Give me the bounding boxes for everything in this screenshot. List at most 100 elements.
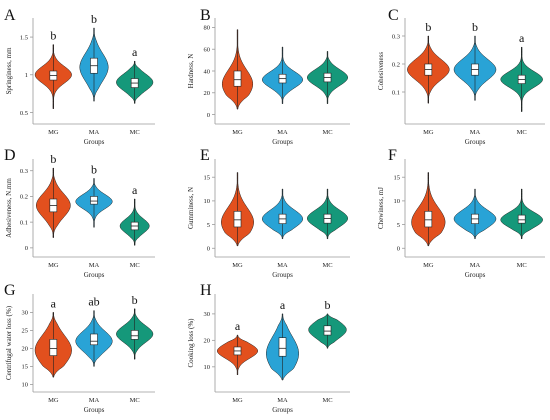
y-axis-label: Adhesiveness, N.mm: [5, 178, 13, 238]
x-tick-label: MA: [277, 262, 288, 269]
significance-letter: b: [50, 152, 56, 166]
y-tick-label: 25: [22, 328, 29, 335]
panel-g: G 10 15 20 25 30 Centrifugal water loss (%) Gro…: [4, 282, 155, 414]
y-tick-label: 0: [25, 245, 28, 252]
y-tick-label: 1: [25, 72, 28, 79]
panel-label: B: [200, 7, 211, 24]
y-tick-label: 20: [204, 90, 211, 97]
y-tick-label: 0: [207, 246, 210, 253]
panel-label: F: [388, 147, 397, 164]
box-iqr: [233, 70, 242, 87]
panel-label: E: [200, 147, 210, 164]
x-tick-label: MC: [517, 262, 527, 269]
panel-e: E 0 5 10 15 Gumminess, N Groups MG MA MC: [187, 147, 350, 279]
y-tick-label: 0.5: [20, 110, 28, 117]
x-tick-label: MG: [48, 129, 59, 136]
significance-letter: a: [235, 319, 241, 333]
y-tick-label: 15: [22, 364, 29, 371]
panel-label: G: [4, 282, 16, 299]
significance-letter: a: [132, 45, 138, 59]
y-tick-label: 5: [207, 222, 210, 229]
y-axis-label: Cohesiveness: [377, 52, 385, 90]
significance-letter: a: [280, 298, 286, 312]
x-axis-label: Groups: [465, 138, 486, 146]
x-tick-label: MG: [423, 262, 434, 269]
x-tick-label: MA: [277, 397, 288, 404]
x-axis-label: Groups: [272, 138, 293, 146]
box-iqr: [424, 211, 433, 228]
y-axis-label: Centrifugal water loss (%): [5, 305, 13, 380]
y-tick-label: 10: [204, 364, 211, 371]
x-tick-label: MA: [277, 129, 288, 136]
x-tick-label: MC: [130, 262, 140, 269]
y-tick-label: 0.1: [20, 219, 28, 226]
y-tick-label: 0.3: [392, 33, 400, 40]
significance-letter: b: [91, 162, 97, 176]
panel-label: C: [388, 7, 399, 24]
panel-a: A 0.5 1 1.5 Springiness, mm Groups MG b MA b MC a: [4, 7, 155, 146]
box-iqr: [90, 196, 98, 205]
significance-letter: a: [51, 296, 57, 310]
x-axis-label: Groups: [272, 271, 293, 279]
x-tick-label: MG: [232, 397, 243, 404]
y-axis-label: Springiness, mm: [5, 47, 13, 95]
x-tick-label: MA: [470, 129, 481, 136]
panel-f: F 0 5 10 15 Chewiness, mJ Groups MG MA MC: [377, 147, 545, 279]
y-tick-label: 0.3: [20, 168, 28, 175]
x-axis-label: Groups: [84, 406, 105, 414]
y-tick-label: 10: [394, 198, 401, 205]
x-tick-label: MA: [89, 129, 100, 136]
y-tick-label: 0.2: [20, 194, 28, 201]
y-axis-label: Chewiness, mJ: [377, 187, 385, 229]
y-tick-label: 15: [394, 175, 401, 182]
x-tick-label: MC: [322, 129, 332, 136]
box-iqr: [323, 325, 332, 336]
panel-label: H: [200, 282, 212, 299]
panel-label: D: [4, 147, 16, 164]
panel-label: A: [4, 7, 16, 24]
x-tick-label: MG: [232, 262, 243, 269]
box-iqr: [130, 330, 139, 340]
x-tick-label: MC: [130, 129, 140, 136]
y-tick-label: 5: [397, 222, 400, 229]
y-tick-label: 60: [204, 47, 211, 54]
y-tick-label: 30: [22, 310, 29, 317]
panel-c: C 0.1 0.2 0.3 Cohesiveness Groups MG b MA b MC a: [377, 7, 545, 146]
box-iqr: [278, 337, 287, 357]
box-iqr: [90, 333, 98, 346]
x-tick-label: MG: [48, 397, 59, 404]
x-tick-label: MG: [423, 129, 434, 136]
y-tick-label: 0.2: [392, 61, 400, 68]
x-axis-label: Groups: [84, 271, 105, 279]
y-tick-label: 20: [204, 338, 211, 345]
significance-letter: b: [325, 298, 331, 312]
y-tick-label: 80: [204, 25, 211, 32]
x-axis-label: Groups: [465, 271, 486, 279]
significance-letter: ab: [88, 295, 99, 309]
y-tick-label: 30: [204, 311, 211, 318]
panel-b: B 0 20 40 60 80 Hardness, N Groups MG MA MC: [187, 7, 350, 146]
y-tick-label: 20: [22, 346, 29, 353]
x-tick-label: MG: [232, 129, 243, 136]
y-tick-label: 0: [397, 246, 400, 253]
y-tick-label: 1.5: [20, 34, 28, 41]
box-iqr: [233, 211, 242, 228]
y-axis-label: Hardness, N: [187, 54, 195, 89]
significance-letter: b: [50, 29, 56, 43]
x-tick-label: MC: [322, 262, 332, 269]
x-tick-label: MG: [48, 262, 59, 269]
y-tick-label: 10: [22, 382, 29, 389]
x-tick-label: MC: [517, 129, 527, 136]
x-axis-label: Groups: [84, 138, 105, 146]
significance-letter: b: [472, 20, 478, 34]
y-tick-label: 40: [204, 68, 211, 75]
y-axis-label: Gumminess, N: [187, 187, 195, 229]
x-tick-label: MC: [322, 397, 332, 404]
y-tick-label: 0.1: [392, 89, 400, 96]
significance-letter: a: [132, 183, 138, 197]
significance-letter: b: [132, 293, 138, 307]
x-tick-label: MA: [470, 262, 481, 269]
panel-d: D 0 0.1 0.2 0.3 Adhesiveness, N.mm Groups MG b MA…: [4, 147, 155, 279]
box-iqr: [517, 214, 526, 224]
